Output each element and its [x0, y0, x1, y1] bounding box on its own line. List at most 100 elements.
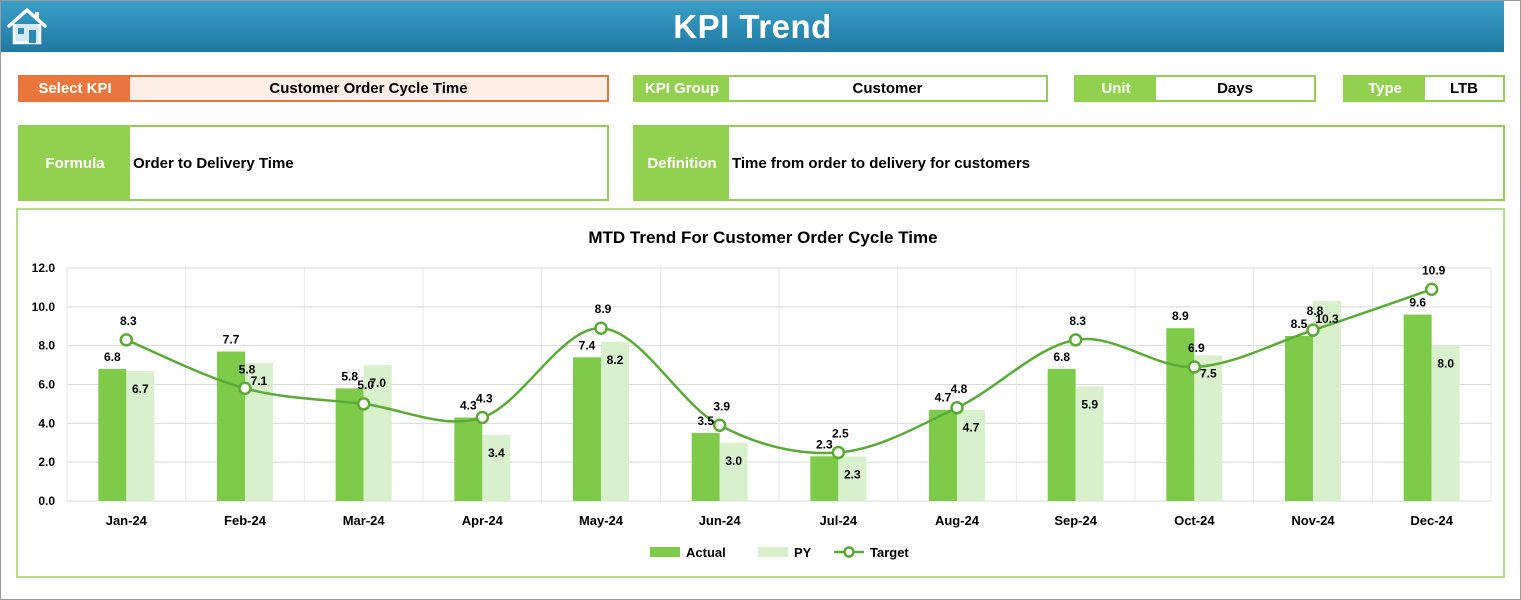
target-point	[950, 401, 964, 415]
data-label-actual: 7.7	[223, 332, 240, 346]
data-label-actual: 8.9	[1172, 309, 1189, 323]
unit-value: Days	[1156, 77, 1314, 100]
data-label-py: 6.7	[132, 382, 149, 396]
bar-actual	[454, 417, 483, 501]
home-icon[interactable]	[5, 6, 49, 46]
bar-actual	[929, 409, 957, 501]
y-tick-label: 12.0	[32, 261, 56, 275]
bar-py	[363, 365, 392, 501]
data-label-target: 4.8	[951, 382, 968, 396]
data-label-py: 7.1	[251, 374, 268, 388]
target-point	[712, 418, 727, 433]
type-label: Type	[1345, 77, 1425, 100]
target-point	[1187, 360, 1202, 374]
bar-actual	[1403, 314, 1432, 501]
data-label-target: 4.3	[476, 392, 493, 406]
bar-actual	[1047, 368, 1076, 501]
y-tick-label: 4.0	[38, 416, 55, 430]
definition-box: Definition Time from order to delivery f…	[633, 125, 1505, 201]
header-bar: KPI Trend	[1, 1, 1504, 52]
target-point	[1068, 333, 1083, 347]
target-point	[1306, 323, 1320, 337]
y-tick-label: 10.0	[32, 300, 56, 314]
kpi-group-field: KPI Group Customer	[633, 75, 1048, 102]
data-label-target: 10.9	[1422, 263, 1446, 277]
bar-py	[1431, 345, 1460, 501]
x-tick-label: Jul-24	[820, 513, 858, 528]
data-label-py: 2.3	[844, 467, 861, 481]
data-label-py: 3.4	[488, 446, 505, 460]
y-tick-label: 6.0	[38, 378, 55, 392]
target-point	[356, 397, 371, 411]
legend-label: Target	[870, 545, 909, 560]
kpi-group-value: Customer	[729, 77, 1046, 100]
definition-label: Definition	[635, 127, 729, 199]
data-label-target: 8.9	[595, 302, 612, 316]
unit-field: Unit Days	[1074, 75, 1316, 102]
data-label-target: 8.8	[1307, 304, 1324, 318]
legend-label: Actual	[686, 545, 726, 560]
x-tick-label: Apr-24	[462, 513, 504, 528]
legend-swatch	[650, 547, 680, 557]
data-label-target: 8.3	[120, 314, 137, 328]
bar-actual	[1166, 328, 1195, 501]
bar-actual	[217, 351, 245, 501]
y-tick-label: 8.0	[38, 339, 55, 353]
bar-py	[957, 409, 985, 501]
bar-py	[838, 456, 867, 501]
unit-label: Unit	[1076, 77, 1156, 100]
x-tick-label: Feb-24	[224, 513, 267, 528]
x-tick-label: May-24	[579, 513, 624, 528]
target-point	[119, 333, 134, 347]
bar-actual	[98, 368, 127, 501]
data-label-target: 5.0	[357, 378, 374, 392]
bar-actual	[573, 357, 601, 501]
bar-actual	[691, 433, 720, 501]
data-label-target: 6.9	[1188, 341, 1205, 355]
x-tick-label: Jan-24	[106, 513, 148, 528]
y-tick-label: 2.0	[38, 455, 55, 469]
data-label-py: 8.2	[607, 353, 624, 367]
target-point	[1424, 282, 1439, 297]
select-kpi-value[interactable]: Customer Order Cycle Time	[130, 77, 607, 100]
type-value: LTB	[1425, 77, 1503, 100]
x-tick-label: Aug-24	[935, 513, 980, 528]
data-label-actual: 6.8	[104, 350, 121, 364]
x-tick-label: Mar-24	[343, 513, 386, 528]
data-label-py: 10.3	[1315, 312, 1339, 326]
definition-value: Time from order to delivery for customer…	[729, 127, 1503, 199]
mtd-trend-chart: MTD Trend For Customer Order Cycle Time …	[32, 228, 1492, 560]
type-field: Type LTB	[1343, 75, 1505, 102]
x-tick-label: Nov-24	[1291, 513, 1335, 528]
formula-label: Formula	[20, 127, 130, 199]
data-label-actual: 7.4	[579, 338, 596, 352]
data-label-actual: 9.6	[1409, 296, 1426, 310]
data-label-py: 7.0	[369, 376, 386, 390]
bar-py	[1194, 355, 1223, 501]
bar-py	[126, 370, 155, 501]
legend-swatch-marker	[843, 546, 855, 558]
target-point	[238, 381, 252, 396]
target-point	[831, 445, 846, 460]
data-label-actual: 4.3	[460, 399, 477, 413]
data-label-actual: 8.5	[1291, 317, 1308, 331]
data-label-actual: 5.8	[341, 369, 358, 383]
data-label-target: 3.9	[713, 399, 730, 413]
bar-actual	[1285, 335, 1313, 501]
chart-panel: MTD Trend For Customer Order Cycle Time …	[16, 208, 1505, 578]
data-label-py: 8.0	[1437, 357, 1454, 371]
select-kpi-field[interactable]: Select KPI Customer Order Cycle Time	[18, 75, 609, 102]
kpi-group-label: KPI Group	[635, 77, 729, 100]
data-label-actual: 3.5	[697, 414, 714, 428]
x-tick-label: Jun-24	[699, 513, 742, 528]
y-tick-label: 0.0	[38, 494, 55, 508]
chart-title: MTD Trend For Customer Order Cycle Time	[588, 228, 937, 247]
data-label-py: 5.9	[1081, 397, 1098, 411]
bar-py	[482, 434, 511, 501]
data-label-target: 8.3	[1069, 314, 1086, 328]
data-label-py: 4.7	[963, 421, 980, 435]
bar-actual	[810, 456, 839, 501]
legend-swatch	[758, 547, 788, 557]
data-label-actual: 4.7	[935, 391, 952, 405]
target-point	[594, 321, 608, 335]
